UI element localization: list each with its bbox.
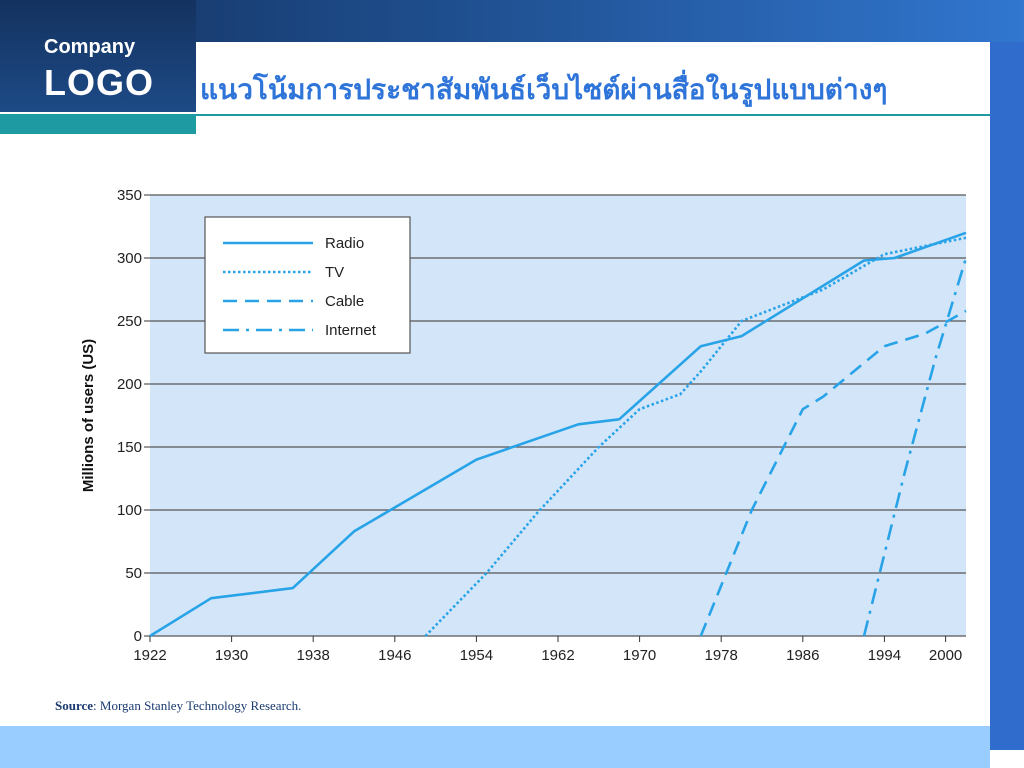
y-tick-label: 50 (125, 565, 142, 582)
y-tick-label: 250 (117, 313, 142, 330)
source-text: : Morgan Stanley Technology Research. (93, 698, 302, 713)
x-tick-label: 1946 (378, 647, 411, 664)
legend-label-cable: Cable (325, 293, 364, 310)
right-accent-bar (990, 42, 1024, 750)
x-tick-label: 1922 (133, 647, 166, 664)
y-tick-label: 0 (134, 628, 142, 645)
teal-strip (0, 114, 196, 134)
source-note: Source: Morgan Stanley Technology Resear… (55, 698, 301, 714)
y-tick-label: 350 (117, 187, 142, 204)
x-tick-label: 1978 (705, 647, 738, 664)
y-tick-label: 300 (117, 250, 142, 267)
x-tick-label: 1954 (460, 647, 493, 664)
legend-label-tv: TV (325, 264, 344, 281)
y-tick-label: 200 (117, 376, 142, 393)
x-tick-label: 1962 (541, 647, 574, 664)
legend-box (204, 216, 411, 354)
x-tick-label: 1930 (215, 647, 248, 664)
source-label: Source (55, 698, 94, 713)
x-tick-label: 2000 (929, 647, 962, 664)
x-tick-label: 1938 (297, 647, 330, 664)
y-axis-label: Millions of users (US) (80, 339, 97, 492)
footer-band (0, 726, 990, 768)
series-line-cable (699, 309, 967, 637)
logo-main-text: LOGO (44, 62, 154, 103)
x-tick-label: 1970 (623, 647, 656, 664)
y-tick-label: 100 (117, 502, 142, 519)
legend-label-internet: Internet (325, 322, 377, 339)
logo-company-text: Company (44, 36, 136, 58)
line-chart: 0 50 100 150 200 250 300 350 1922 1930 1938 1946 195… (80, 187, 968, 664)
legend-label-radio: Radio (325, 235, 364, 252)
x-tick-label: 1994 (868, 647, 901, 664)
series-line-radio (149, 231, 967, 638)
series-line-internet (862, 257, 968, 637)
logo-box: Company LOGO (0, 0, 196, 112)
slide-title: แนวโน้มการประชาสัมพันธ์เว็บไซต์ผ่านสื่อใ… (200, 73, 888, 106)
series-line-tv (424, 236, 967, 637)
x-tick-label: 1986 (786, 647, 819, 664)
title-underline (196, 114, 990, 116)
y-tick-label: 150 (117, 439, 142, 456)
